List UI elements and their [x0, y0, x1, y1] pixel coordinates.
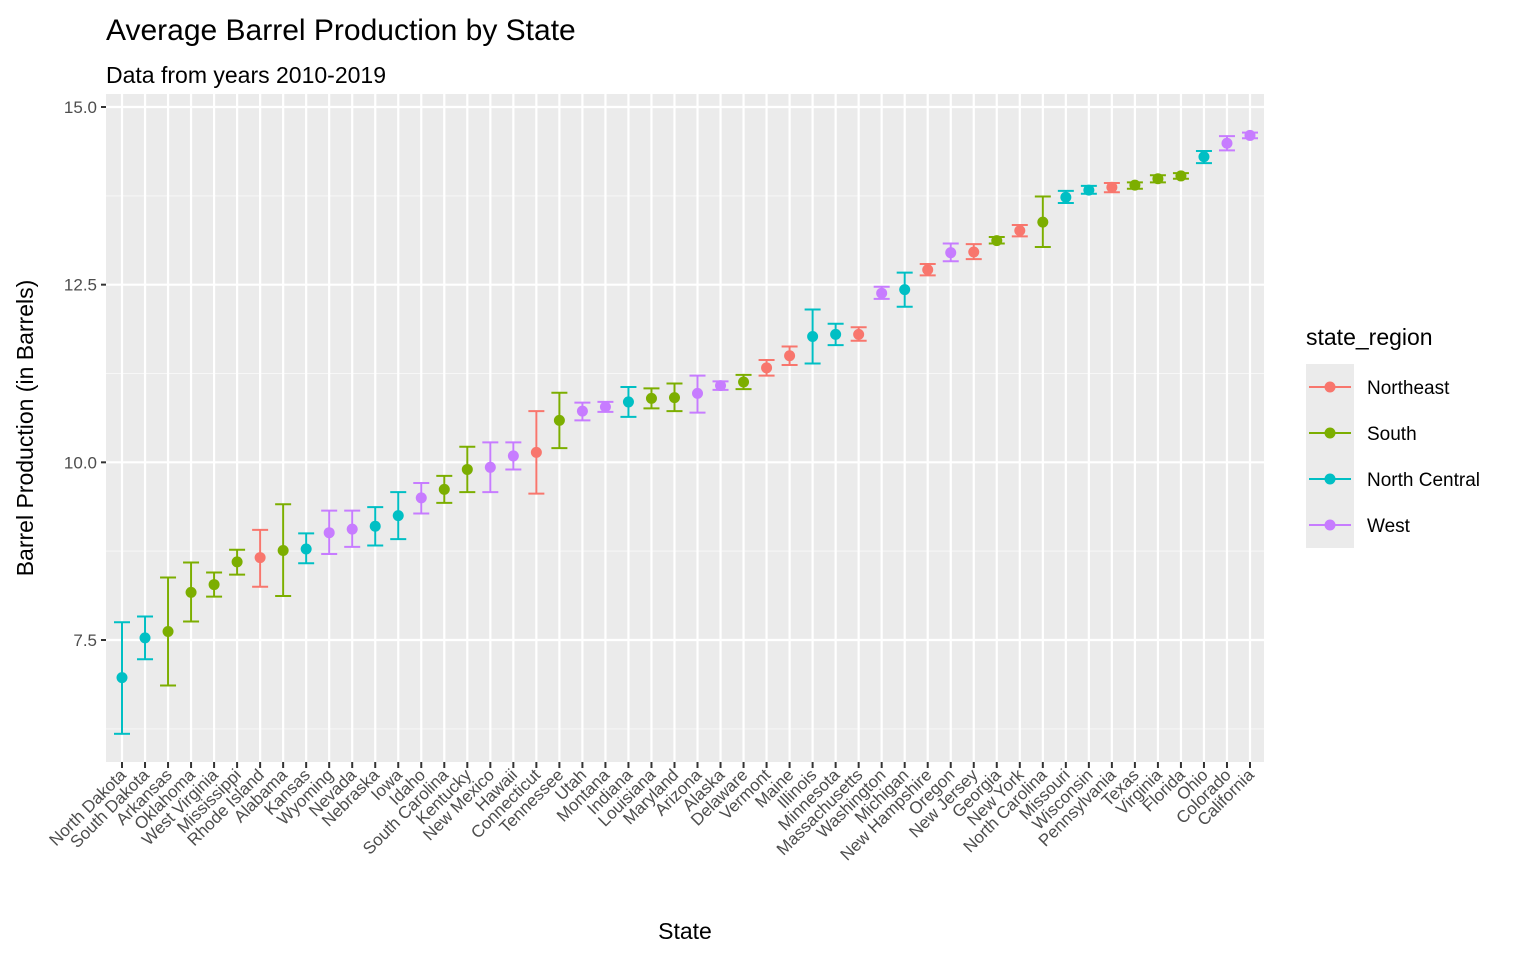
- data-point: [968, 246, 980, 258]
- chart-subtitle: Data from years 2010-2019: [106, 62, 386, 88]
- data-point: [139, 632, 151, 644]
- data-point: [1060, 191, 1072, 203]
- data-point: [784, 350, 796, 362]
- data-point: [922, 264, 934, 276]
- data-point: [185, 586, 197, 598]
- legend-items: Northeast South North Central West: [1306, 364, 1480, 548]
- data-point: [461, 463, 473, 475]
- data-point: [761, 362, 773, 374]
- data-point: [507, 450, 519, 462]
- data-point: [484, 461, 496, 473]
- data-point: [1037, 216, 1049, 228]
- data-point: [1014, 225, 1026, 237]
- legend-label: West: [1367, 516, 1411, 537]
- data-point: [830, 328, 842, 340]
- data-point: [715, 380, 727, 392]
- data-point: [692, 387, 704, 399]
- y-tick-label: 12.5: [64, 276, 97, 295]
- y-tick-label: 7.5: [73, 631, 97, 650]
- data-point: [415, 492, 427, 504]
- data-point: [277, 544, 289, 556]
- data-point: [208, 579, 220, 591]
- data-point: [991, 235, 1003, 247]
- data-point: [807, 331, 819, 343]
- data-point: [369, 520, 381, 532]
- data-point: [553, 414, 565, 426]
- data-point: [645, 392, 657, 404]
- legend-key-point: [1324, 473, 1336, 485]
- data-point: [254, 552, 266, 564]
- data-point: [853, 328, 865, 340]
- legend-label: South: [1367, 424, 1417, 445]
- legend-key-background: [1306, 364, 1354, 548]
- data-point: [1129, 179, 1141, 191]
- y-axis-title: Barrel Production (in Barrels): [12, 280, 38, 577]
- data-point: [1198, 151, 1210, 163]
- data-point: [346, 523, 358, 535]
- data-point: [1152, 173, 1164, 185]
- data-point: [876, 287, 888, 299]
- data-point: [1244, 129, 1256, 141]
- data-points: [116, 129, 1256, 684]
- data-point: [300, 543, 312, 555]
- data-point: [438, 483, 450, 495]
- data-point: [738, 376, 750, 388]
- legend-item: South: [1309, 424, 1417, 445]
- legend-label: Northeast: [1367, 378, 1450, 399]
- data-point: [899, 284, 911, 296]
- legend-key-point: [1324, 381, 1336, 393]
- chart-title: Average Barrel Production by State: [106, 14, 576, 47]
- data-point: [945, 247, 957, 259]
- y-axis-ticks: 7.5 10.0 12.5 15.0: [64, 98, 106, 650]
- x-axis-title: State: [658, 918, 712, 944]
- data-point: [323, 527, 335, 539]
- data-point: [576, 405, 588, 417]
- data-point: [1175, 170, 1187, 182]
- data-point: [599, 401, 611, 413]
- plot-panel: [106, 94, 1264, 762]
- legend-key-point: [1324, 427, 1336, 439]
- legend-item: Northeast: [1309, 378, 1450, 399]
- data-point: [1106, 181, 1118, 193]
- legend-item: North Central: [1309, 470, 1480, 491]
- data-point: [530, 446, 542, 458]
- legend-label: North Central: [1367, 470, 1480, 491]
- data-point: [1083, 184, 1095, 196]
- data-point: [162, 625, 174, 637]
- data-point: [622, 396, 634, 408]
- data-point: [231, 556, 243, 568]
- legend-key-point: [1324, 519, 1336, 531]
- legend-title: state_region: [1306, 324, 1433, 350]
- legend-item: West: [1309, 516, 1411, 537]
- data-point: [668, 392, 680, 404]
- data-point: [392, 510, 404, 522]
- y-tick-label: 10.0: [64, 453, 97, 472]
- y-tick-label: 15.0: [64, 98, 97, 117]
- legend: state_region Northeast South North Central…: [1306, 324, 1480, 548]
- data-point: [116, 672, 128, 684]
- data-point: [1221, 137, 1233, 149]
